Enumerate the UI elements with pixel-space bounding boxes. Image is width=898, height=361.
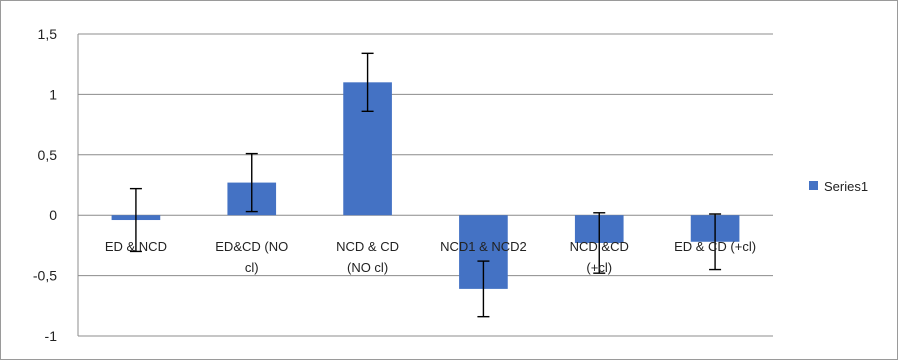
y-tick-label: 0 <box>49 207 57 223</box>
y-tick-label: 1 <box>49 86 57 102</box>
bars <box>111 82 740 289</box>
category-label: ED & CD (+cl) <box>674 239 756 254</box>
y-tick-label: -1 <box>45 328 58 344</box>
legend-label: Series1 <box>824 179 868 194</box>
y-tick-label: -0,5 <box>33 268 57 284</box>
y-tick-label: 1,5 <box>38 26 58 42</box>
category-label: NCD & CD (NO cl) <box>336 239 399 275</box>
legend-swatch <box>809 181 818 190</box>
y-tick-labels: 1,5 1 0,5 0 -0,5 -1 <box>33 26 57 344</box>
category-label: NCD1 & NCD2 <box>440 239 527 254</box>
category-label: NCD &CD (+cl) <box>570 239 629 275</box>
grid-lines <box>77 33 773 337</box>
category-label: ED & NCD <box>105 239 167 254</box>
error-bars <box>129 52 722 318</box>
y-tick-label: 0,5 <box>38 147 58 163</box>
category-label: ED&CD (NO cl) <box>215 239 288 275</box>
category-labels: ED & NCD ED&CD (NO cl) NCD & CD (NO cl) NCD1 … <box>105 239 756 275</box>
legend: Series1 <box>809 179 868 194</box>
